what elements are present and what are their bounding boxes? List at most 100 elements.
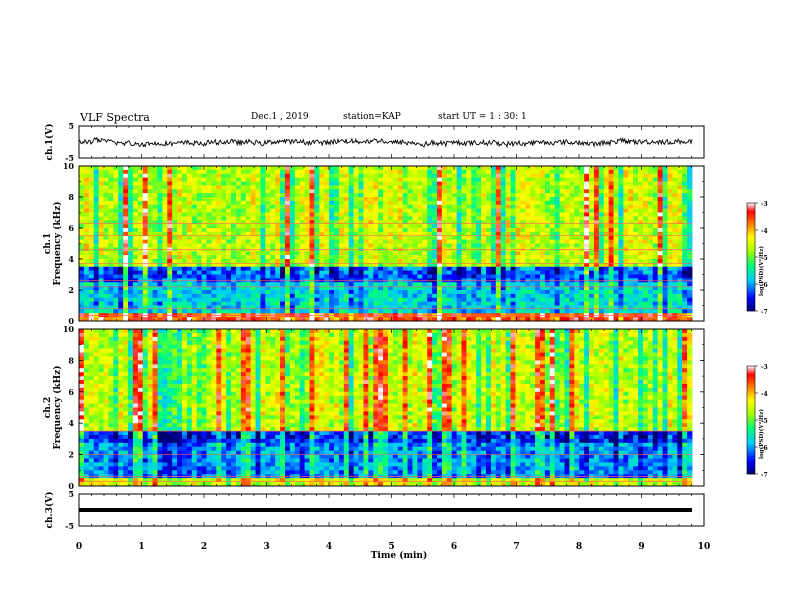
spectrogram-cell bbox=[461, 251, 467, 256]
spectrogram-cell bbox=[280, 173, 286, 179]
spectrogram-cell bbox=[481, 177, 487, 182]
spectrogram-cell bbox=[343, 193, 350, 198]
spectrogram-cell bbox=[88, 189, 95, 194]
spectrogram-cell bbox=[181, 259, 188, 264]
spectrogram-cell bbox=[103, 193, 109, 198]
spectrogram-cell bbox=[363, 220, 369, 225]
spectrogram-cell bbox=[353, 216, 359, 221]
spectrogram-cell bbox=[235, 177, 242, 182]
spectrogram-cell bbox=[162, 228, 168, 233]
spectrogram-cell bbox=[324, 286, 330, 291]
spectrogram-cell bbox=[642, 169, 649, 175]
spectrogram-cell bbox=[260, 177, 266, 182]
spectrogram-cell bbox=[280, 309, 286, 314]
spectrogram-cell bbox=[113, 212, 119, 217]
spectrogram-cell bbox=[593, 259, 600, 264]
spectrogram-cell bbox=[167, 200, 173, 206]
spectrogram-cell bbox=[289, 193, 296, 198]
spectrogram-cell bbox=[334, 239, 340, 244]
spectrogram-cell bbox=[280, 262, 286, 268]
spectrogram-cell bbox=[206, 297, 212, 303]
spectrogram-cell bbox=[682, 189, 688, 194]
spectrogram-cell bbox=[441, 200, 448, 206]
spectrogram-cell bbox=[677, 266, 683, 272]
spectrogram-cell bbox=[137, 204, 144, 210]
spectrogram-cell bbox=[633, 290, 639, 295]
spectrogram-cell bbox=[412, 243, 418, 248]
spectrogram-cell bbox=[515, 220, 521, 225]
spectrogram-cell bbox=[275, 193, 281, 198]
spectrogram-cell bbox=[549, 270, 556, 275]
spectrogram-cell bbox=[368, 193, 374, 198]
spectrogram-cell bbox=[186, 290, 193, 295]
spectrogram-cell bbox=[216, 189, 222, 194]
spectrogram-cell bbox=[422, 169, 428, 175]
spectrogram-cell bbox=[206, 166, 212, 171]
spectrogram-cell bbox=[338, 251, 345, 256]
spectrogram-cell bbox=[628, 270, 634, 275]
spectrogram-cell bbox=[505, 282, 511, 287]
spectrogram-cell bbox=[638, 173, 644, 179]
spectrogram-cell bbox=[530, 189, 536, 194]
spectrogram-cell bbox=[564, 212, 570, 217]
spectrogram-cell bbox=[539, 274, 546, 279]
spectrogram-cell bbox=[348, 228, 355, 233]
spectrogram-cell bbox=[201, 297, 207, 303]
spectrogram-cell bbox=[441, 286, 448, 291]
spectrogram-cell bbox=[309, 177, 315, 182]
spectrogram-cell bbox=[535, 185, 541, 190]
spectrogram-cell bbox=[206, 173, 212, 179]
spectrogram-cell bbox=[206, 282, 212, 287]
spectrogram-cell bbox=[461, 197, 467, 202]
spectrogram-cell bbox=[152, 169, 158, 175]
spectrogram-cell bbox=[441, 270, 448, 275]
spectrogram-cell bbox=[466, 297, 472, 303]
spectrogram-cell bbox=[343, 301, 350, 306]
spectrogram-cell bbox=[245, 282, 252, 287]
spectrogram-cell bbox=[466, 282, 472, 287]
spectrogram-cell bbox=[456, 185, 462, 190]
spectrogram-cell bbox=[647, 297, 654, 303]
spectrogram-cell bbox=[539, 181, 546, 186]
spectrogram-cell bbox=[128, 270, 134, 275]
spectrogram-cell bbox=[172, 262, 178, 268]
spectrogram-cell bbox=[324, 239, 330, 244]
spectrogram-cell bbox=[500, 193, 507, 198]
spectrogram-cell bbox=[93, 309, 100, 314]
spectrogram-cell bbox=[495, 216, 502, 221]
spectrogram-cell bbox=[432, 228, 438, 233]
spectrogram-cell bbox=[289, 286, 296, 291]
spectrogram-cell bbox=[201, 305, 207, 310]
spectrogram-cell bbox=[245, 270, 252, 275]
spectrogram-cell bbox=[275, 259, 281, 264]
spectrogram-cell bbox=[544, 266, 551, 272]
spectrogram-cell bbox=[412, 181, 418, 186]
spectrogram-cell bbox=[314, 204, 320, 210]
spectrogram-cell bbox=[191, 228, 198, 233]
spectrogram-cell bbox=[461, 173, 467, 179]
spectrogram-cell bbox=[260, 309, 266, 314]
spectrogram-cell bbox=[123, 235, 129, 241]
spectrogram-cell bbox=[378, 189, 384, 194]
spectrogram-cell bbox=[167, 297, 173, 303]
spectrogram-cell bbox=[284, 200, 291, 206]
spectrogram-cell bbox=[687, 208, 693, 213]
spectrogram-cell bbox=[402, 177, 408, 182]
spectrogram-cell bbox=[108, 270, 114, 275]
spectrogram-cell bbox=[226, 193, 232, 198]
spectrogram-cell bbox=[422, 282, 428, 287]
spectrogram-cell bbox=[108, 216, 114, 221]
spectrogram-cell bbox=[319, 235, 325, 241]
spectrogram-cell bbox=[549, 228, 556, 233]
spectrogram-cell bbox=[319, 181, 325, 186]
spectrogram-cell bbox=[476, 224, 482, 229]
spectrogram-cell bbox=[113, 297, 119, 303]
spectrogram-cell bbox=[520, 259, 526, 264]
spectrogram-cell bbox=[221, 185, 227, 190]
spectrogram-cell bbox=[490, 255, 497, 260]
spectrogram-cell bbox=[589, 290, 595, 295]
spectrogram-cell bbox=[422, 220, 428, 225]
spectrogram-cell bbox=[216, 193, 222, 198]
spectrogram-cell bbox=[172, 301, 178, 306]
spectrogram-cell bbox=[147, 270, 153, 275]
